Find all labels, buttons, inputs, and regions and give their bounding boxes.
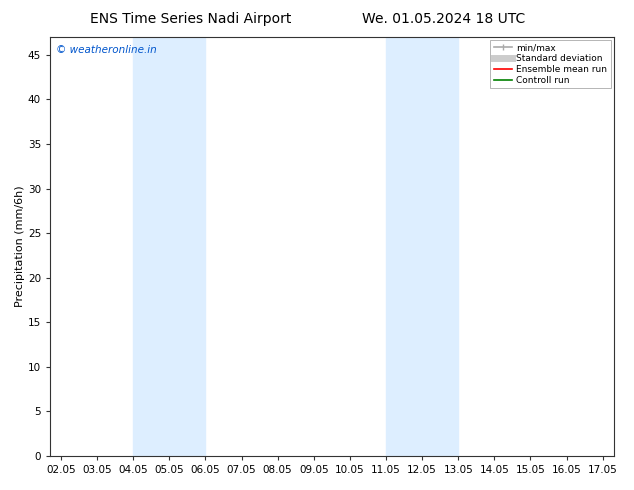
- Bar: [386, 37, 458, 456]
- Bar: [133, 37, 205, 456]
- Text: © weatheronline.in: © weatheronline.in: [56, 46, 157, 55]
- Text: We. 01.05.2024 18 UTC: We. 01.05.2024 18 UTC: [362, 12, 526, 26]
- Legend: min/max, Standard deviation, Ensemble mean run, Controll run: min/max, Standard deviation, Ensemble me…: [490, 40, 611, 88]
- Text: ENS Time Series Nadi Airport: ENS Time Series Nadi Airport: [89, 12, 291, 26]
- Y-axis label: Precipitation (mm/6h): Precipitation (mm/6h): [15, 186, 25, 307]
